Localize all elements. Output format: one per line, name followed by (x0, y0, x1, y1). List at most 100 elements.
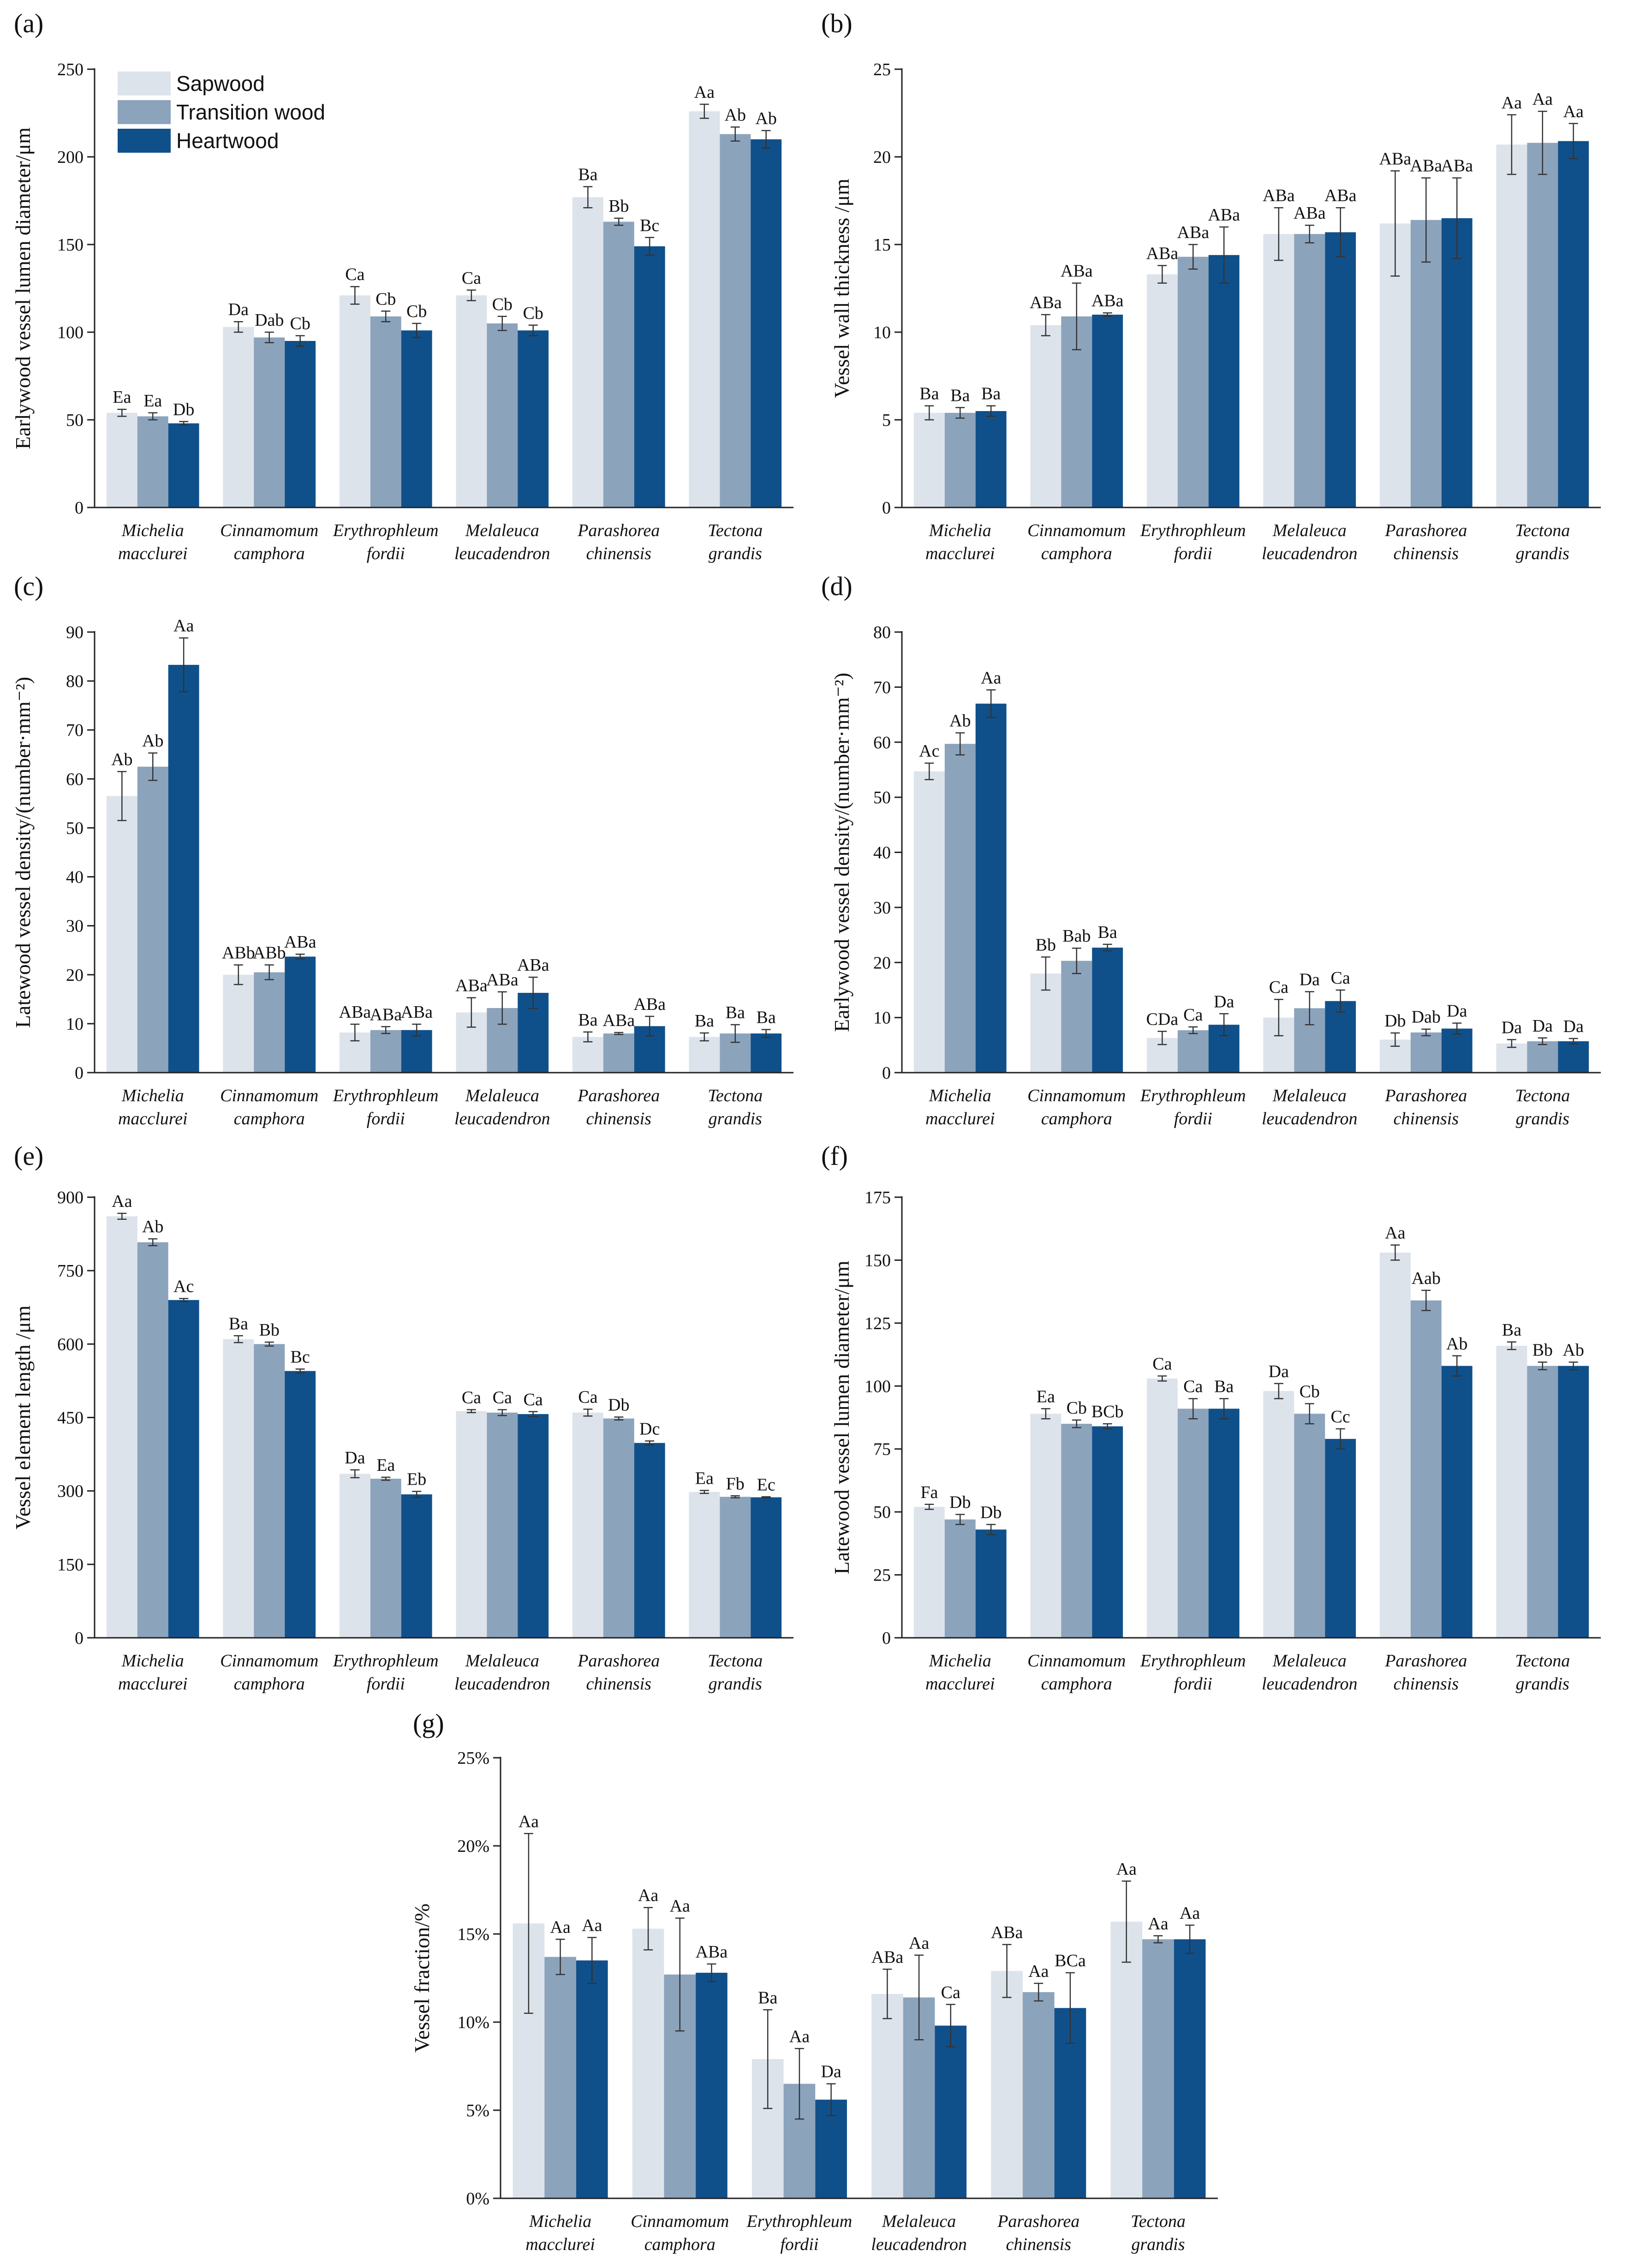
chart-panel-5: (e) Vessel element length /μm 0 150 300 450 60… (11, 1141, 793, 1694)
x-tick-label-species: chinensis (1394, 1109, 1459, 1128)
significance-label: Cb (406, 302, 427, 321)
error-bar (1274, 998, 1283, 1037)
significance-label: Fa (920, 1483, 938, 1502)
error-bar (1568, 1361, 1578, 1371)
error-bar (117, 408, 127, 417)
bar-heartwood (1092, 315, 1123, 507)
significance-label: Ab (1446, 1334, 1467, 1354)
bar-sapwood (456, 1411, 487, 1638)
bar-transition (1410, 1032, 1442, 1073)
error-bar (1103, 312, 1112, 317)
significance-label: Aa (112, 1192, 132, 1211)
legend-swatch (118, 100, 171, 124)
x-tick-label-species: chinensis (1006, 2235, 1071, 2254)
y-tick-label: 150 (57, 235, 83, 255)
x-tick-label-genus: Cinnamomum (631, 2212, 729, 2231)
y-tick-label: 5 (882, 411, 891, 430)
y-tick-label: 0 (75, 498, 83, 518)
x-tick-label-genus: Tectona (1515, 1651, 1570, 1671)
bar-transition (544, 1957, 576, 2198)
significance-label: Da (1214, 992, 1234, 1011)
significance-label: Ca (493, 1388, 512, 1408)
error-bar (117, 771, 127, 821)
error-bar (1452, 1355, 1462, 1377)
y-tick-label: 15% (457, 1925, 489, 1944)
error-bar (955, 732, 965, 756)
x-tick-label-species: fordii (367, 1674, 405, 1694)
significance-label: ABa (400, 1003, 433, 1022)
bar-transition (603, 1418, 634, 1638)
bar-heartwood (285, 956, 316, 1073)
significance-label: Cb (1067, 1398, 1087, 1418)
error-bar (587, 1937, 597, 1984)
significance-label: Bab (1062, 926, 1091, 946)
y-tick-label: 25 (873, 1566, 891, 1585)
significance-label: BCb (1091, 1402, 1124, 1421)
error-bar (986, 405, 996, 417)
bar-heartwood (168, 423, 199, 507)
x-tick-label-species: leucadendron (454, 1109, 550, 1128)
y-axis-title: Latewood vessel density/(number·mm⁻²) (11, 677, 35, 1028)
significance-label: Cb (376, 289, 396, 309)
error-bar (1390, 1032, 1400, 1047)
bar-transition (1061, 961, 1092, 1073)
bar-heartwood (1441, 218, 1473, 507)
x-tick-label-genus: Erythrophleum (333, 1651, 439, 1671)
x-tick-label-species: camphora (234, 544, 305, 563)
error-bar (924, 405, 934, 421)
bar-transition (944, 1519, 976, 1638)
error-bar (761, 1496, 771, 1498)
x-tick-label-species: macclurei (118, 544, 188, 563)
bar-heartwood (1558, 1366, 1589, 1638)
significance-label: Ab (142, 731, 163, 751)
significance-label: ABa (339, 1003, 371, 1022)
x-tick-label-genus: Melaleuca (882, 2212, 956, 2231)
chart-panel-4: (d) Earlywood vessel density/(number·mm⁻²… (821, 571, 1601, 1128)
bar-sapwood (1496, 1043, 1527, 1073)
bar-heartwood (576, 1960, 608, 2198)
error-bar (1185, 1924, 1195, 1954)
bar-transition (1527, 1366, 1558, 1638)
x-tick-label-species: macclurei (925, 1109, 995, 1128)
significance-label: Ba (981, 384, 1001, 404)
significance-label: Bc (640, 216, 659, 235)
x-tick-label-species: leucadendron (1262, 544, 1358, 563)
significance-label: Da (1300, 970, 1320, 990)
significance-label: Aa (550, 1917, 570, 1937)
error-bar (1219, 1013, 1229, 1037)
bar-transition (137, 1242, 168, 1638)
x-tick-label-genus: Tectona (708, 1651, 763, 1671)
panel-letter: (a) (14, 8, 43, 38)
bar-transition (603, 221, 634, 508)
y-axis-title: Vessel fraction/% (410, 1904, 434, 2053)
y-tick-label: 25 (873, 60, 891, 79)
chart-panel-6: (f) Latewood vessel lumen diameter/μm 0 25 5… (821, 1141, 1601, 1694)
error-bar (528, 1411, 538, 1417)
significance-label: Ba (950, 386, 970, 405)
significance-label: Bb (1036, 935, 1056, 955)
significance-label: Db (1384, 1011, 1406, 1031)
bar-sapwood (1379, 1253, 1411, 1638)
significance-label: Aa (519, 1812, 539, 1831)
x-tick-label-genus: Parashorea (1384, 1086, 1467, 1105)
error-bar (1157, 1031, 1167, 1045)
bar-transition (1527, 1041, 1558, 1073)
x-tick-label-genus: Michelia (121, 521, 184, 540)
bar-transition (1061, 1424, 1092, 1638)
x-tick-label-genus: Erythrophleum (333, 1086, 439, 1105)
bar-heartwood (168, 1300, 199, 1638)
x-tick-label-genus: Tectona (1515, 1086, 1570, 1105)
x-tick-label-genus: Cinnamomum (1027, 1651, 1126, 1671)
bar-heartwood (1558, 141, 1589, 507)
significance-label: Bb (259, 1320, 280, 1340)
bar-transition (137, 766, 168, 1073)
significance-label: Ec (757, 1475, 775, 1494)
x-tick-label-genus: Michelia (121, 1651, 184, 1671)
y-tick-label: 20 (66, 966, 83, 985)
significance-label: Db (608, 1395, 629, 1415)
panel-letter: (e) (14, 1141, 43, 1171)
y-tick-label: 20% (457, 1837, 489, 1856)
bar-sapwood (572, 197, 603, 507)
error-bar (1305, 991, 1314, 1026)
significance-label: ABb (222, 943, 255, 963)
